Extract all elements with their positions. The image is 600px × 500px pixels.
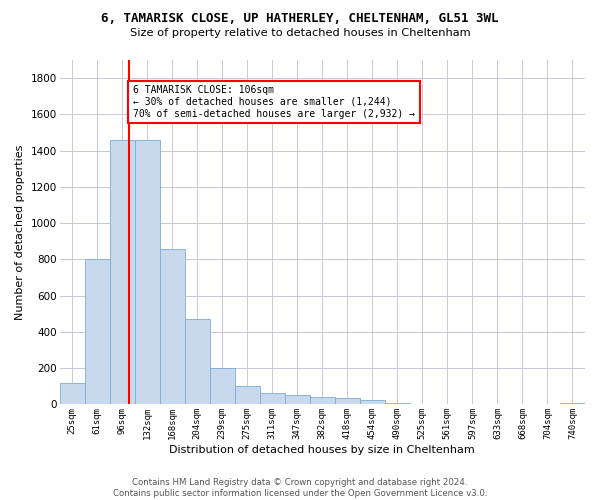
Text: Contains HM Land Registry data © Crown copyright and database right 2024.
Contai: Contains HM Land Registry data © Crown c… (113, 478, 487, 498)
Bar (210, 368, 235, 405)
Bar (134, 140, 160, 404)
Bar (59, 382, 85, 404)
Text: 6, TAMARISK CLOSE, UP HATHERLEY, CHELTENHAM, GL51 3WL: 6, TAMARISK CLOSE, UP HATHERLEY, CHELTEN… (101, 12, 499, 26)
Bar (310, 397, 335, 404)
Y-axis label: Number of detached properties: Number of detached properties (15, 144, 25, 320)
Bar (160, 248, 185, 404)
Bar (285, 396, 310, 404)
Bar (335, 398, 360, 404)
Bar (85, 260, 110, 404)
Bar (360, 400, 385, 404)
Text: 6 TAMARISK CLOSE: 106sqm
← 30% of detached houses are smaller (1,244)
70% of sem: 6 TAMARISK CLOSE: 106sqm ← 30% of detach… (133, 86, 415, 118)
Text: Size of property relative to detached houses in Cheltenham: Size of property relative to detached ho… (130, 28, 470, 38)
X-axis label: Distribution of detached houses by size in Cheltenham: Distribution of detached houses by size … (169, 445, 475, 455)
Bar (260, 392, 285, 404)
Bar (185, 319, 210, 404)
Bar (235, 386, 260, 404)
Bar (385, 402, 410, 404)
Bar (560, 402, 585, 404)
Bar (110, 140, 134, 404)
